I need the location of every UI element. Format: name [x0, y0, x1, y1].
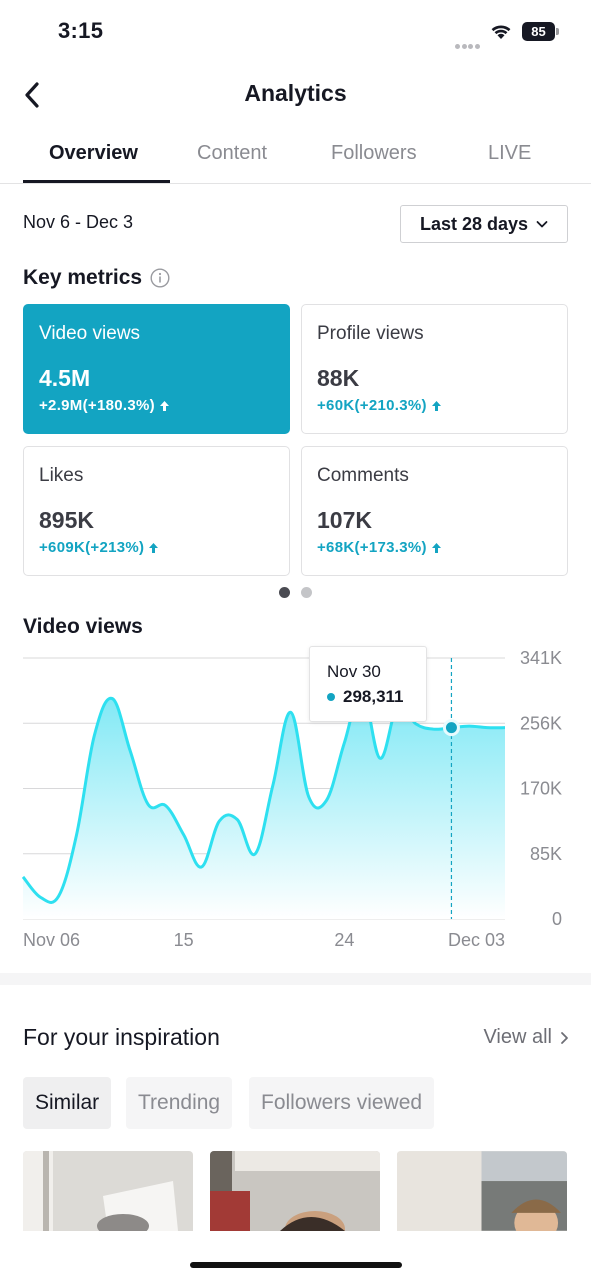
metric-change-text: +609K(+213%)	[39, 539, 145, 556]
y-tick-label: 0	[552, 909, 562, 929]
date-range-select[interactable]: Last 28 days	[400, 205, 568, 243]
metric-change: +2.9M(+180.3%)	[39, 397, 170, 414]
status-time: 3:15	[58, 18, 104, 43]
chevron-down-icon	[536, 221, 548, 228]
metric-card-profile-views[interactable]: Profile views 88K +60K(+210.3%)	[301, 304, 568, 434]
tab-bar: Overview Content Followers LIVE	[0, 130, 591, 184]
x-tick-label: 24	[334, 930, 354, 950]
chart-highlight-point	[442, 719, 460, 737]
metric-card-likes[interactable]: Likes 895K +609K(+213%)	[23, 446, 290, 576]
tab-live[interactable]: LIVE	[488, 142, 532, 164]
metric-value: 88K	[317, 365, 360, 391]
arrow-up-icon	[431, 400, 441, 411]
chart-tooltip: Nov 30 298,311	[309, 646, 427, 722]
chart-title: Video views	[23, 615, 143, 638]
back-chevron-icon[interactable]	[20, 80, 46, 110]
section-divider	[0, 973, 591, 985]
metric-label: Likes	[39, 465, 84, 486]
view-all-link[interactable]: View all	[483, 1026, 569, 1049]
y-tick-label: 341K	[520, 648, 562, 668]
wifi-icon	[491, 25, 511, 39]
metric-card-comments[interactable]: Comments 107K +68K(+173.3%)	[301, 446, 568, 576]
metric-value: 895K	[39, 507, 94, 533]
home-indicator[interactable]	[190, 1262, 402, 1268]
metric-label: Video views	[39, 323, 141, 344]
page-title: Analytics	[244, 80, 347, 106]
video-thumbnail[interactable]	[210, 1151, 380, 1231]
chart-area	[23, 690, 505, 919]
x-tick-label: Nov 06	[23, 930, 80, 950]
date-range-select-label: Last 28 days	[419, 213, 529, 234]
metric-label: Comments	[317, 465, 409, 486]
tab-active-indicator	[23, 180, 170, 183]
info-icon[interactable]	[150, 268, 170, 288]
video-thumbnail[interactable]	[397, 1151, 567, 1231]
key-metrics-title: Key metrics	[23, 266, 143, 289]
status-bar: 3:15 85	[0, 0, 591, 64]
key-metrics-heading: Key metrics	[23, 266, 170, 290]
chip-trending[interactable]: Trending	[126, 1077, 233, 1129]
metric-change-text: +68K(+173.3%)	[317, 539, 427, 556]
pager-dot-active[interactable]	[279, 587, 290, 598]
metric-change: +60K(+210.3%)	[317, 397, 442, 414]
inspiration-title: For your inspiration	[23, 1024, 220, 1050]
tab-overview[interactable]: Overview	[49, 142, 138, 164]
metric-change: +68K(+173.3%)	[317, 539, 442, 556]
y-tick-label: 170K	[520, 779, 562, 799]
battery-level: 85	[522, 22, 555, 41]
y-tick-label: 85K	[530, 844, 562, 864]
pager-dot[interactable]	[301, 587, 312, 598]
chevron-right-icon	[561, 1031, 568, 1044]
view-all-label: View all	[483, 1026, 552, 1048]
arrow-up-icon	[149, 542, 159, 553]
y-tick-label: 256K	[520, 713, 562, 733]
tab-followers[interactable]: Followers	[331, 142, 417, 164]
metric-value: 107K	[317, 507, 372, 533]
x-tick-label: 15	[174, 930, 194, 950]
arrow-up-icon	[159, 400, 169, 411]
video-thumbnail[interactable]	[23, 1151, 193, 1231]
tooltip-value-row: 298,311	[327, 687, 404, 707]
metric-change: +609K(+213%)	[39, 539, 159, 556]
chip-followers-viewed[interactable]: Followers viewed	[249, 1077, 435, 1129]
metric-label: Profile views	[317, 323, 424, 344]
tooltip-date: Nov 30	[327, 662, 381, 681]
series-dot-icon	[327, 693, 335, 701]
date-range-text: Nov 6 - Dec 3	[23, 212, 134, 232]
metric-card-video-views[interactable]: Video views 4.5M +2.9M(+180.3%)	[23, 304, 290, 434]
arrow-up-icon	[431, 542, 441, 553]
tooltip-value: 298,311	[343, 687, 404, 706]
metric-change-text: +2.9M(+180.3%)	[39, 397, 155, 414]
tab-content[interactable]: Content	[197, 142, 268, 164]
metric-change-text: +60K(+210.3%)	[317, 397, 427, 414]
x-tick-label: Dec 03	[448, 930, 505, 950]
cellular-signal-icon	[455, 36, 483, 49]
battery-icon: 85	[522, 22, 559, 41]
chip-similar[interactable]: Similar	[23, 1077, 112, 1129]
chart-line	[21, 689, 506, 904]
video-views-chart[interactable]: 0 85K 170K 256K 341K Nov 06 15 24 Dec 03	[0, 640, 591, 960]
metric-value: 4.5M	[39, 365, 91, 391]
